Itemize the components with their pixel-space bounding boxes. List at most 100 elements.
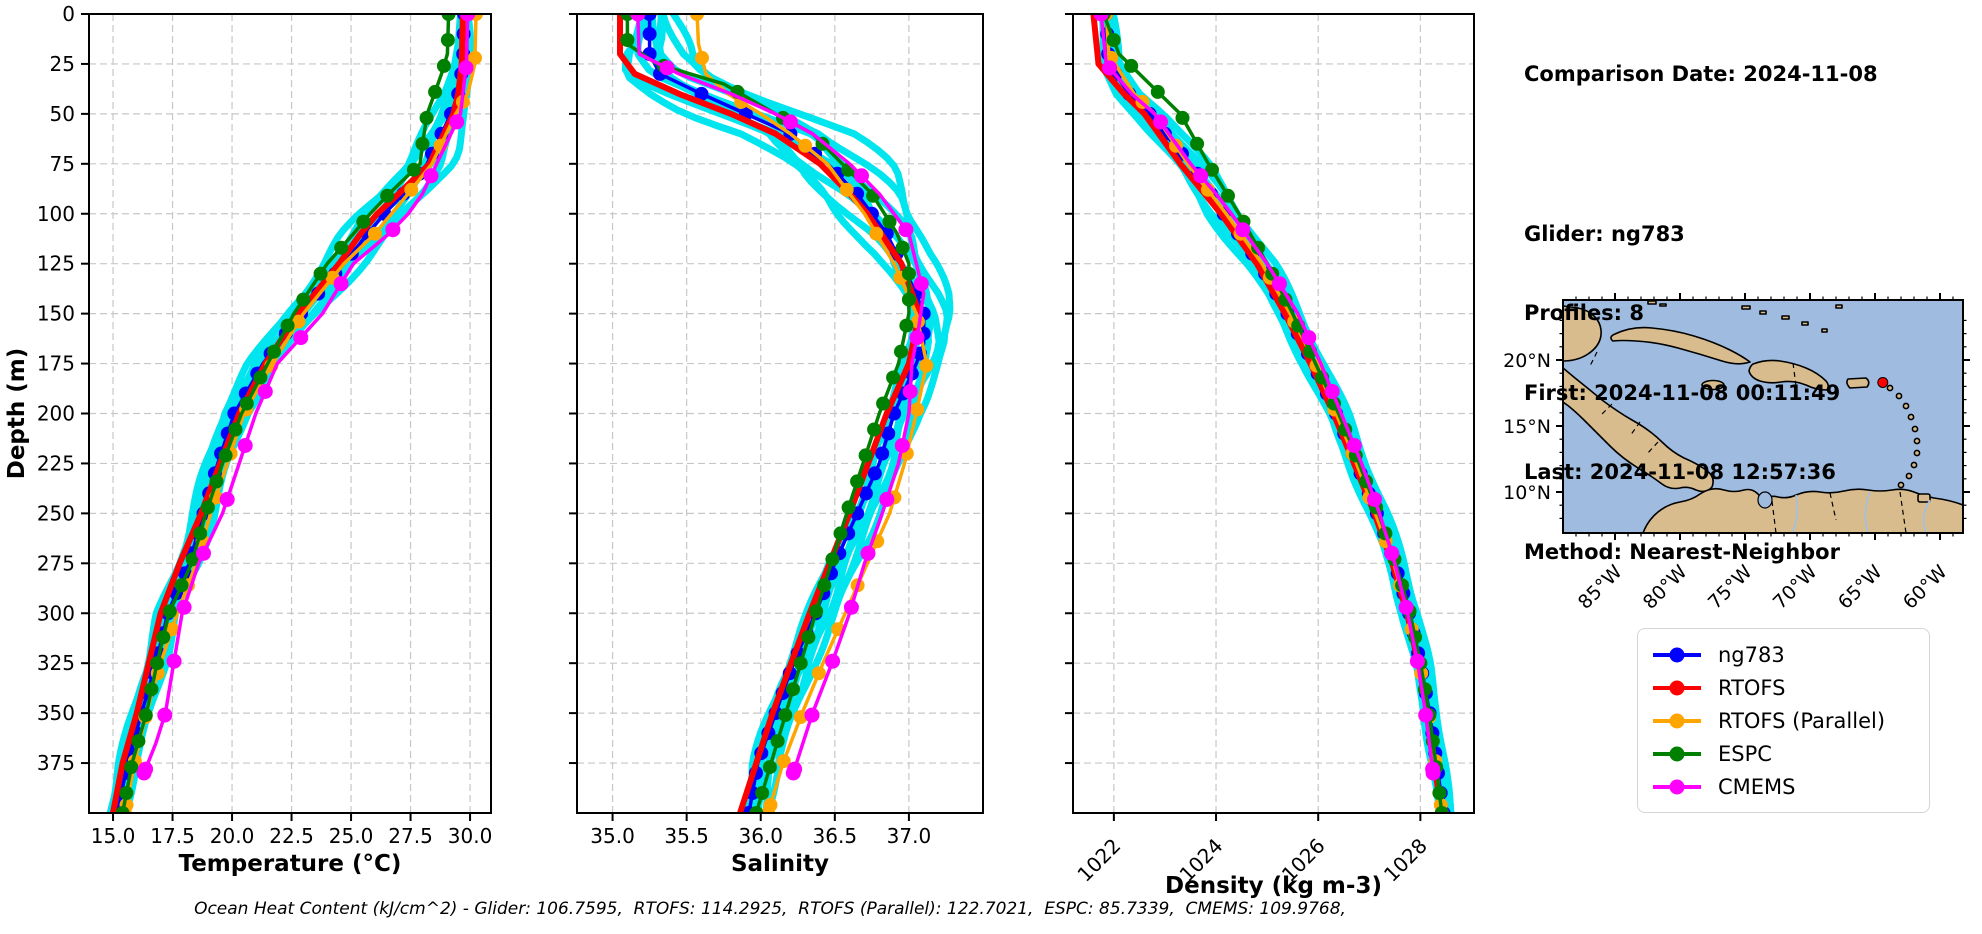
series-marker (367, 226, 382, 241)
y-tick-label: 275 (37, 551, 75, 575)
map-rivers (1791, 491, 1931, 533)
series-marker (313, 266, 328, 281)
legend-item-ng783: ng783 (1651, 638, 1923, 671)
glider-location-marker (1877, 376, 1889, 388)
temperature-y-axis: 0 25 50 75 100 125 150 175 200 225 250 275 300 325 350… (37, 2, 89, 775)
series-marker (136, 765, 152, 781)
series-marker (124, 760, 139, 775)
series-marker (761, 806, 776, 813)
y-tick-label: 75 (50, 152, 75, 176)
series-marker (1425, 765, 1441, 781)
y-tick-label: 200 (37, 402, 75, 426)
y-tick-label: 375 (37, 751, 75, 775)
salinity-series-cmems (630, 14, 929, 781)
series-marker (460, 14, 476, 22)
x-tick-label: 30.0 (448, 824, 493, 848)
series-marker (899, 318, 914, 333)
series-marker (817, 578, 832, 593)
series-marker (811, 666, 826, 681)
series-marker (1175, 110, 1190, 125)
series-marker (902, 384, 918, 399)
series-marker (404, 182, 419, 197)
series-marker (793, 656, 808, 671)
series-marker (150, 656, 165, 671)
series-marker (1102, 60, 1118, 76)
method-text: Method: Nearest-Neighbor (1524, 539, 1840, 564)
legend-label: ng783 (1718, 642, 1785, 667)
series-marker (185, 552, 200, 567)
series-marker (762, 760, 777, 775)
salinity-data (617, 14, 954, 813)
series-marker (642, 14, 657, 21)
y-tick-label: 350 (37, 701, 75, 725)
series-marker (770, 734, 785, 749)
series-marker (1324, 384, 1340, 399)
info-gap (1524, 141, 1878, 168)
legend-item-espc: ESPC (1651, 737, 1923, 770)
info-block: Comparison Date: 2024-11-08 Glider: ng78… (1524, 8, 1878, 618)
comparison-date-text: Comparison Date: 2024-11-08 (1524, 62, 1878, 86)
series-marker (690, 14, 704, 21)
temperature-series-espc (115, 14, 456, 813)
y-tick-label: 100 (37, 202, 75, 226)
legend-label: CMEMS (1718, 774, 1796, 799)
series-marker (1367, 491, 1382, 507)
x-tick-label: 37.0 (887, 824, 932, 848)
map-lat-label: 15°N (1503, 416, 1551, 438)
series-marker (695, 50, 709, 65)
series-marker (441, 14, 456, 21)
series-marker (659, 60, 675, 76)
series-marker (1434, 806, 1449, 813)
series-marker (886, 370, 901, 385)
series-marker (1190, 136, 1205, 151)
raw-profile-line (659, 14, 951, 813)
series-marker (894, 344, 908, 359)
series-marker (1418, 707, 1434, 723)
series-marker (115, 806, 130, 813)
series-marker (839, 182, 854, 197)
series-marker (131, 734, 146, 749)
series-marker (841, 500, 856, 515)
series-marker (882, 214, 897, 229)
x-tick-label: 35.5 (664, 824, 709, 848)
series-marker (825, 552, 840, 567)
y-tick-label: 325 (37, 651, 75, 675)
series-marker (825, 653, 841, 669)
density-data (1090, 14, 1455, 813)
salinity-panel: 35.0 35.5 36.0 36.5 37.0 Salinity (569, 13, 984, 877)
series-marker (166, 653, 182, 669)
series-marker (415, 136, 430, 151)
series-marker (786, 682, 800, 697)
y-tick-label: 25 (50, 52, 75, 76)
series-marker (913, 276, 929, 292)
series-marker (239, 396, 254, 411)
series-marker (1271, 276, 1287, 292)
depth-axis-label: Depth (m) (4, 348, 30, 480)
y-tick-label: 250 (37, 501, 75, 525)
series-marker (144, 682, 159, 697)
series-marker (793, 710, 808, 725)
series-marker (196, 545, 211, 561)
legend-swatch (1653, 680, 1701, 695)
map-lat-label: 20°N (1503, 350, 1551, 372)
series-marker (174, 578, 189, 593)
y-tick-label: 0 (62, 2, 75, 26)
series-marker (909, 330, 925, 346)
series-marker (296, 292, 311, 307)
series-marker (1432, 786, 1447, 800)
salinity-axis-label: Salinity (731, 851, 829, 877)
first-time-text: First: 2024-11-08 00:11:49 (1524, 380, 1841, 405)
series-marker (428, 84, 443, 99)
series-marker (406, 162, 421, 177)
series-marker (193, 526, 208, 541)
series-marker (440, 33, 455, 47)
x-tick-label: 36.5 (813, 824, 858, 848)
series-line (625, 14, 911, 813)
series-marker (1346, 438, 1362, 453)
series-marker (162, 604, 177, 619)
series-marker (200, 500, 215, 515)
series-marker (237, 438, 253, 453)
map-land (1563, 300, 1963, 533)
series-marker (901, 266, 916, 281)
